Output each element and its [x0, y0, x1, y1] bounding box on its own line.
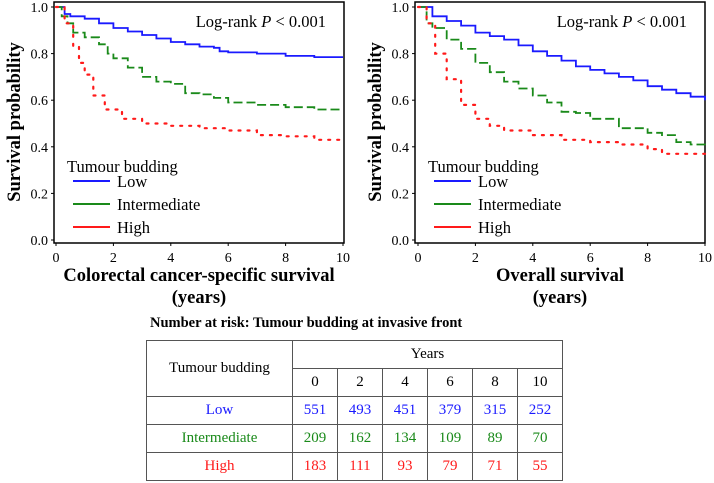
x-tick-label: 10: [336, 251, 350, 266]
y-tick-label: 0.8: [31, 48, 49, 63]
cell: 109: [427, 424, 473, 453]
cell: 551: [292, 396, 338, 425]
cell: 79: [427, 452, 473, 481]
table-row-high: High 183 111 93 79 71 55: [146, 452, 563, 481]
y-tick-label: 0.4: [31, 141, 49, 156]
x-axis-label-units: (years): [533, 288, 587, 308]
survival-curve-low: [418, 6, 706, 101]
y-axis-label: Survival probability: [366, 41, 386, 201]
y-tick-label: 0.2: [31, 187, 49, 202]
log-rank-annotation: Log-rank P < 0.001: [557, 12, 687, 31]
x-tick-label: 8: [644, 251, 651, 266]
cell: 71: [472, 452, 518, 481]
survival-curve-intermediate: [56, 6, 343, 111]
y-tick-label: 0.6: [31, 94, 49, 109]
x-tick-label: 0: [53, 251, 60, 266]
cell: 315: [472, 396, 518, 425]
cell: 379: [427, 396, 473, 425]
survival-curve-intermediate: [418, 6, 706, 147]
cell: 493: [337, 396, 383, 425]
year-header: 2: [337, 368, 383, 397]
x-tick-label: 0: [415, 251, 422, 266]
annotation-text: Log-rank: [196, 12, 262, 31]
survival-curve-low: [56, 6, 343, 58]
risk-table: Tumour budding Years 0 2 4 6 8 10 Low 55…: [146, 340, 563, 481]
cell: 162: [337, 424, 383, 453]
legend-label-high: High: [117, 218, 151, 237]
table-row-low: Low 551 493 451 379 315 252: [146, 396, 563, 425]
row-header: Tumour budding: [146, 340, 293, 397]
plot-frame: [53, 1, 345, 244]
x-axis-label-units: (years): [172, 288, 226, 308]
survival-curve-high: [416, 5, 707, 155]
risk-table-title: Number at risk: Tumour budding at invasi…: [150, 315, 463, 331]
x-tick-label: 2: [472, 251, 479, 266]
x-tick-label: 2: [110, 251, 117, 266]
legend-title: Tumour budding: [428, 157, 539, 176]
y-tick-label: 0.8: [392, 48, 410, 63]
y-tick-label: 1.0: [392, 1, 410, 16]
cell: 111: [337, 452, 383, 481]
legend-label-low: Low: [117, 172, 147, 191]
legend-label-intermediate: Intermediate: [478, 195, 561, 214]
cell: 209: [292, 424, 338, 453]
row-label: Intermediate: [146, 424, 293, 453]
year-header: 6: [427, 368, 473, 397]
survival-curve-high: [54, 5, 345, 144]
years-header: Years: [292, 340, 563, 369]
annotation-p: P: [260, 12, 271, 31]
x-axis-label: Colorectal cancer-specific survival: [63, 266, 334, 286]
y-tick-label: 0.2: [392, 187, 410, 202]
y-axis-label: Survival probability: [5, 41, 25, 201]
y-tick-label: 0.6: [392, 94, 410, 109]
annotation-text: Log-rank: [557, 12, 623, 31]
year-header: 4: [382, 368, 428, 397]
row-label: Low: [146, 396, 293, 425]
cell: 70: [517, 424, 563, 453]
year-header: 10: [517, 368, 563, 397]
cell: 55: [517, 452, 563, 481]
cell: 451: [382, 396, 428, 425]
x-tick-label: 10: [698, 251, 712, 266]
year-header: 8: [472, 368, 518, 397]
row-label: High: [146, 452, 293, 481]
x-axis-label: Overall survival: [496, 266, 624, 286]
x-tick-label: 6: [587, 251, 594, 266]
cell: 134: [382, 424, 428, 453]
plot-frame: [414, 1, 706, 244]
cell: 252: [517, 396, 563, 425]
y-tick-label: 0.4: [392, 141, 410, 156]
annotation-value: < 0.001: [271, 12, 326, 31]
year-header: 0: [292, 368, 338, 397]
x-tick-label: 8: [282, 251, 289, 266]
x-tick-label: 4: [167, 251, 174, 266]
legend-label-low: Low: [478, 172, 508, 191]
x-tick-label: 6: [225, 251, 232, 266]
legend-title: Tumour budding: [67, 157, 178, 176]
cell: 93: [382, 452, 428, 481]
legend-label-intermediate: Intermediate: [117, 195, 200, 214]
km-panel-2: 0.0 0.2 0.4 0.6 0.8 1.0 0 2 4 6 8 10 Overall surviva…: [366, 1, 712, 308]
cell: 89: [472, 424, 518, 453]
log-rank-annotation: Log-rank P < 0.001: [196, 12, 326, 31]
annotation-p: P: [621, 12, 632, 31]
y-tick-label: 0.0: [31, 234, 49, 249]
legend-label-high: High: [478, 218, 512, 237]
x-tick-label: 4: [529, 251, 536, 266]
annotation-value: < 0.001: [632, 12, 687, 31]
cell: 183: [292, 452, 338, 481]
y-tick-label: 0.0: [392, 234, 410, 249]
table-row-intermediate: Intermediate 209 162 134 109 89 70: [146, 424, 563, 453]
y-tick-label: 1.0: [31, 1, 49, 16]
